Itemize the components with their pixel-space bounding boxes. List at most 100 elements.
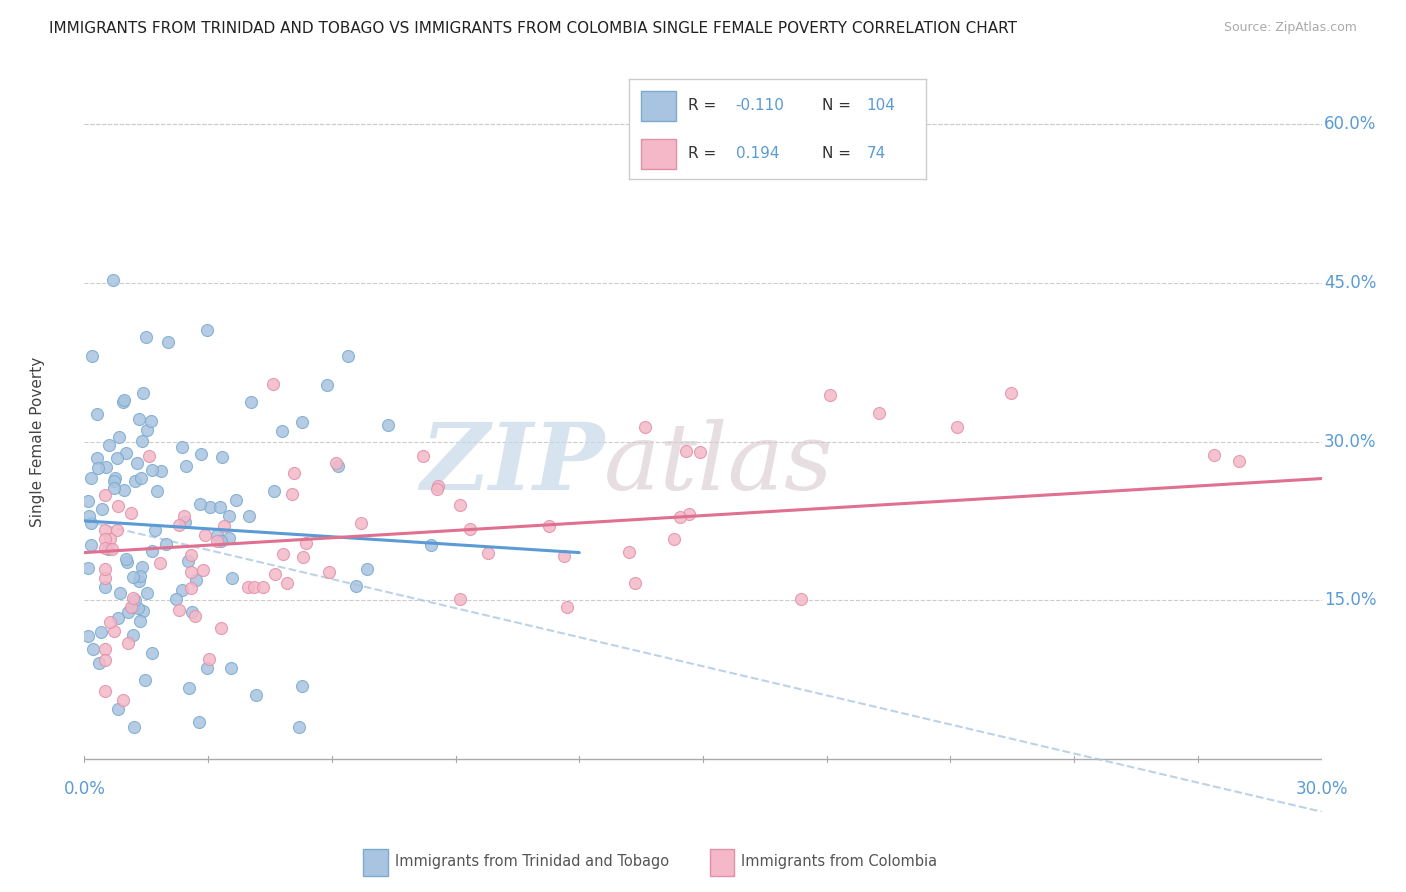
- Point: [80, 349, 103, 363]
- Text: Source: ZipAtlas.com: Source: ZipAtlas.com: [1223, 21, 1357, 34]
- Point: [291, 549, 314, 564]
- Point: [212, 519, 235, 533]
- Point: [98, 615, 121, 630]
- Text: 60.0%: 60.0%: [1324, 115, 1376, 133]
- Point: [181, 606, 204, 620]
- Point: [115, 555, 138, 569]
- Point: [209, 621, 232, 635]
- Point: [155, 537, 177, 551]
- Point: [553, 549, 575, 563]
- Point: [188, 714, 211, 729]
- Point: [790, 591, 813, 606]
- Point: [200, 500, 222, 515]
- Point: [186, 573, 208, 587]
- Point: [97, 542, 120, 557]
- Point: [412, 450, 434, 464]
- Point: [262, 376, 284, 391]
- Point: [94, 532, 117, 546]
- Point: [288, 720, 311, 734]
- Point: [377, 417, 399, 432]
- Point: [211, 450, 233, 464]
- Point: [868, 406, 890, 420]
- Point: [107, 611, 129, 625]
- Point: [136, 423, 159, 437]
- Point: [90, 624, 112, 639]
- Point: [460, 523, 482, 537]
- Point: [243, 580, 266, 594]
- Text: 45.0%: 45.0%: [1324, 274, 1376, 292]
- Point: [316, 377, 339, 392]
- Point: [108, 586, 131, 600]
- Point: [77, 629, 100, 643]
- Point: [128, 574, 150, 589]
- Point: [689, 445, 711, 459]
- Point: [219, 661, 242, 675]
- Text: ZIP: ZIP: [420, 418, 605, 508]
- Point: [263, 567, 285, 582]
- Point: [238, 508, 260, 523]
- Point: [103, 474, 125, 488]
- Point: [82, 642, 104, 657]
- Point: [111, 395, 134, 409]
- Point: [281, 487, 304, 501]
- Point: [177, 681, 200, 695]
- Point: [176, 458, 198, 473]
- Point: [97, 438, 120, 452]
- Point: [252, 580, 274, 594]
- Point: [94, 653, 117, 667]
- Point: [170, 582, 193, 597]
- Point: [143, 524, 166, 538]
- Point: [124, 475, 146, 489]
- Point: [145, 483, 167, 498]
- Point: [555, 600, 578, 615]
- Point: [624, 575, 647, 590]
- Point: [141, 463, 163, 477]
- Point: [205, 533, 228, 548]
- Point: [350, 516, 373, 530]
- Point: [634, 420, 657, 434]
- Point: [176, 554, 198, 568]
- Point: [79, 471, 101, 485]
- Point: [132, 385, 155, 400]
- Point: [165, 592, 187, 607]
- Point: [114, 446, 136, 460]
- Point: [167, 517, 190, 532]
- Point: [238, 580, 260, 594]
- Point: [328, 459, 350, 474]
- Point: [194, 528, 217, 542]
- Text: 0.0%: 0.0%: [63, 780, 105, 798]
- Point: [122, 570, 145, 584]
- Point: [669, 510, 692, 524]
- Point: [101, 273, 124, 287]
- Point: [820, 388, 842, 402]
- Point: [318, 565, 340, 579]
- Point: [205, 528, 228, 542]
- Point: [104, 471, 127, 485]
- Point: [240, 395, 263, 409]
- Point: [120, 599, 142, 614]
- Point: [188, 497, 211, 511]
- Point: [195, 661, 218, 675]
- Point: [91, 502, 114, 516]
- Text: 15.0%: 15.0%: [1324, 591, 1376, 609]
- Point: [131, 434, 153, 449]
- Point: [114, 392, 136, 407]
- Point: [77, 561, 100, 575]
- Point: [195, 323, 218, 337]
- Point: [94, 523, 117, 537]
- Point: [180, 565, 202, 579]
- Point: [122, 599, 145, 614]
- Point: [678, 507, 700, 521]
- Point: [87, 656, 110, 670]
- Point: [291, 680, 314, 694]
- Point: [94, 580, 117, 594]
- Point: [77, 493, 100, 508]
- Point: [537, 519, 560, 533]
- Point: [94, 460, 117, 475]
- Point: [208, 500, 231, 515]
- Point: [101, 541, 124, 556]
- Point: [121, 628, 143, 642]
- Point: [129, 614, 152, 628]
- Point: [945, 420, 967, 434]
- Point: [218, 531, 240, 545]
